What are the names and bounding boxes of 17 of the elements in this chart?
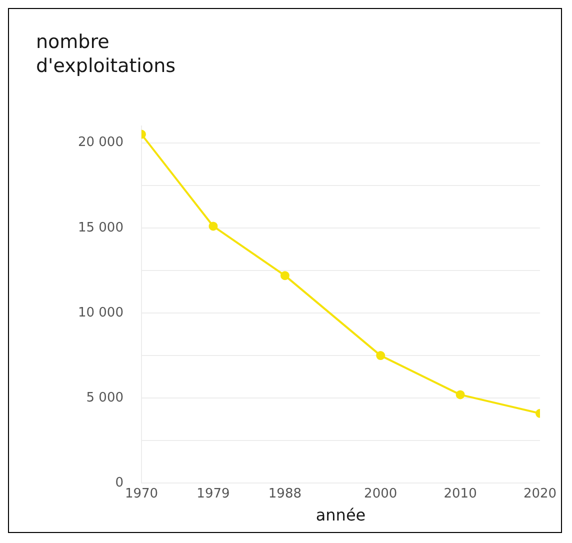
x-axis-title: année — [316, 506, 366, 525]
x-tick-label: 1979 — [196, 486, 230, 502]
x-tick-label: 1970 — [124, 486, 158, 502]
y-tick-label: 5 000 — [86, 390, 124, 406]
point — [376, 351, 386, 360]
y-tick-label: 0 — [115, 476, 124, 491]
x-tick-label: 2000 — [364, 486, 398, 502]
x-tick-label: 1988 — [268, 486, 302, 502]
point — [456, 390, 465, 400]
point — [208, 222, 218, 231]
y-tick-label: 10 000 — [78, 305, 124, 320]
y-tick-label: 15 000 — [78, 220, 124, 236]
y-axis-title: nombre d'exploitations — [36, 30, 177, 78]
x-tick-label: 2020 — [523, 486, 557, 502]
x-tick-label: 2010 — [444, 486, 477, 502]
y-tick-label: 20 000 — [78, 135, 124, 150]
point — [280, 271, 290, 280]
